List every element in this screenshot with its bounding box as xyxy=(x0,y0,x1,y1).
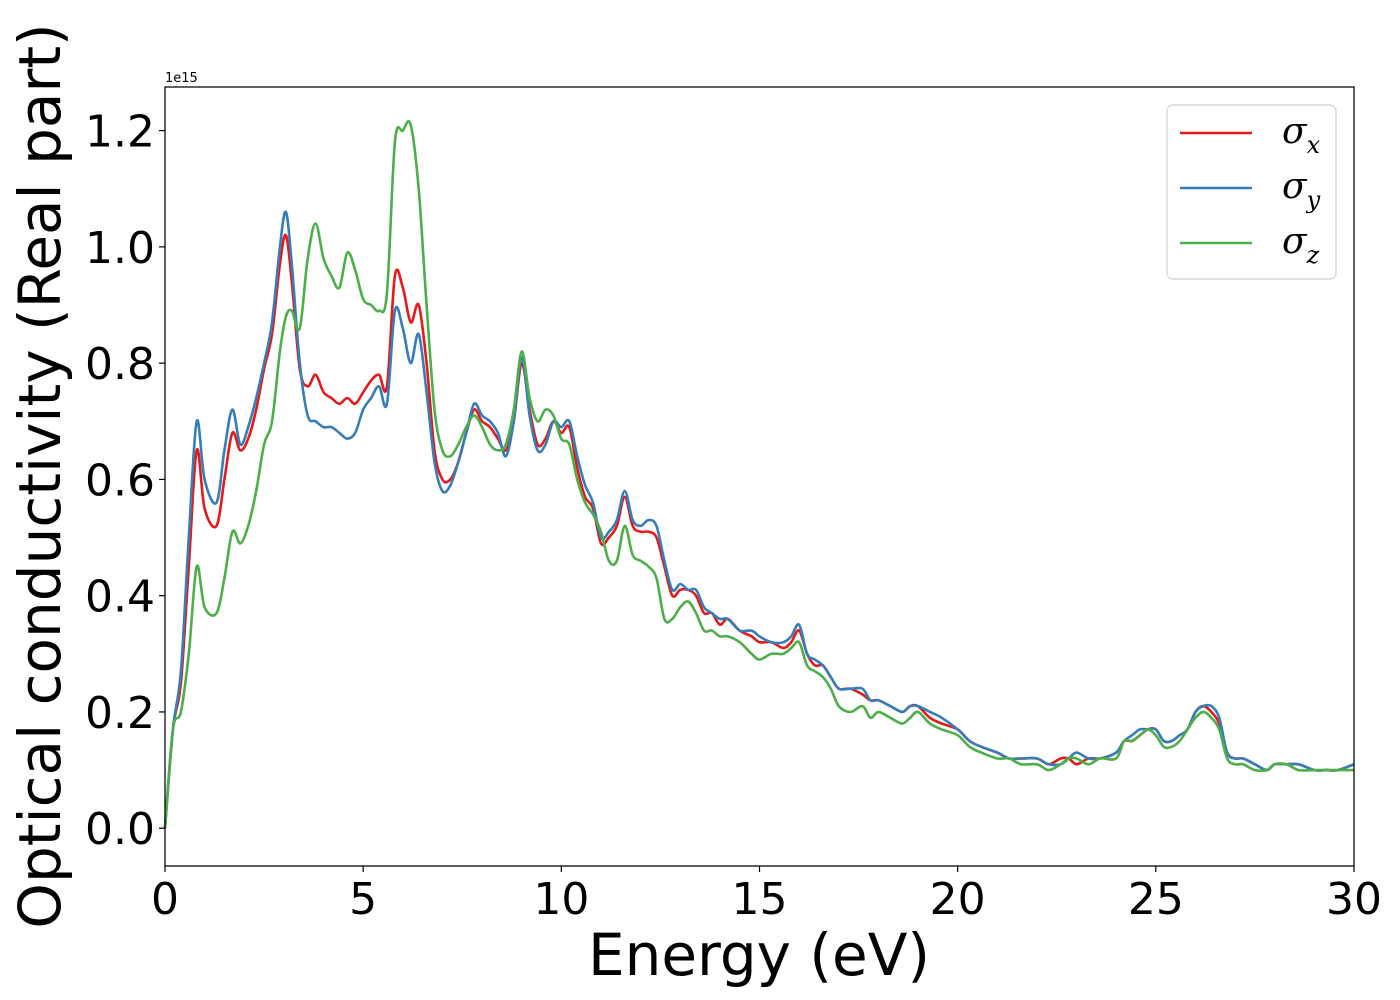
legend: σx σy σz xyxy=(1166,104,1337,280)
x-tick-label: 10 xyxy=(533,874,589,925)
y-tick-label: 0.8 xyxy=(85,339,155,390)
legend-label-sigma-z: σz xyxy=(1282,221,1320,269)
x-tick-label: 20 xyxy=(930,874,986,925)
y-tick-label: 0.2 xyxy=(85,688,155,739)
legend-box xyxy=(1166,104,1337,280)
y-axis-label: Optical conductivity (Real part) xyxy=(6,23,74,928)
legend-label-sigma-y: σy xyxy=(1282,166,1321,214)
y-axis-ticks: 0.0 0.2 0.4 0.6 0.8 1.0 1.2 xyxy=(85,107,165,855)
y-tick-label: 0.0 xyxy=(85,804,155,855)
x-tick-label: 30 xyxy=(1326,874,1382,925)
y-tick-label: 0.4 xyxy=(85,572,155,623)
y-tick-label: 0.6 xyxy=(85,455,155,506)
y-tick-label: 1.2 xyxy=(85,107,155,158)
x-tick-label: 25 xyxy=(1128,874,1184,925)
x-tick-label: 5 xyxy=(349,874,377,925)
x-tick-label: 0 xyxy=(151,874,179,925)
y-offset-text: 1e15 xyxy=(165,71,198,86)
x-tick-label: 15 xyxy=(732,874,788,925)
legend-label-sigma-x: σx xyxy=(1282,111,1321,159)
series-line-sigma-z xyxy=(163,119,1354,829)
x-axis-label: Energy (eV) xyxy=(588,921,930,989)
series-layer xyxy=(163,119,1355,829)
series-line-sigma-y xyxy=(163,210,1355,829)
y-tick-label: 1.0 xyxy=(85,223,155,274)
x-axis-ticks: 0 5 10 15 20 25 30 xyxy=(151,866,1382,925)
